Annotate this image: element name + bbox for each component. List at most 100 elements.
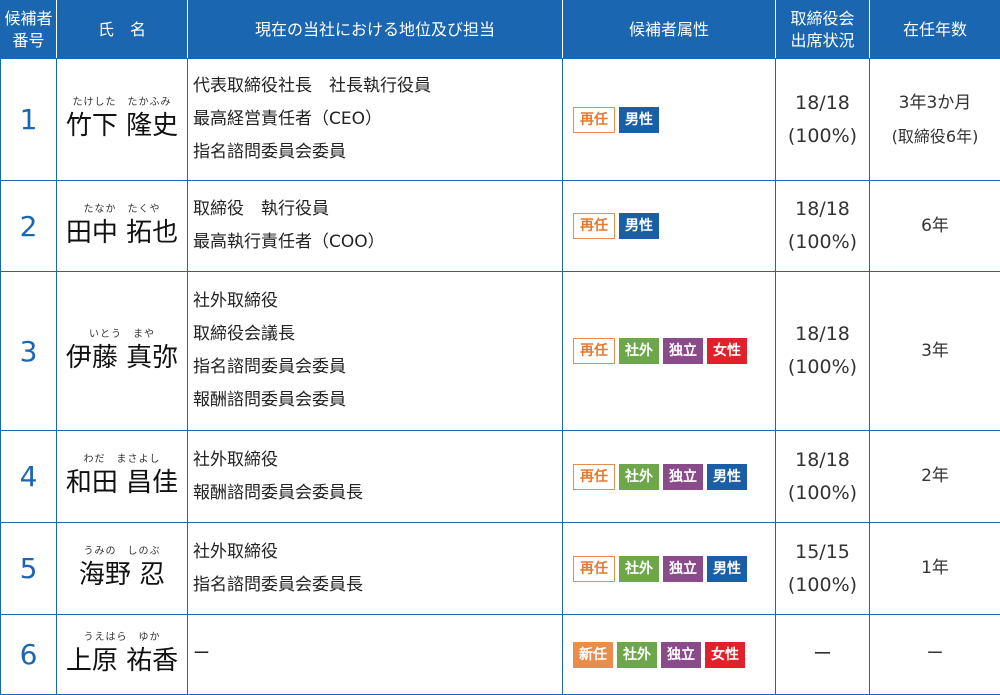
header-attendance: 取締役会 出席状況: [775, 0, 870, 59]
tenure-cell: 6年: [869, 180, 1000, 272]
tag-re: 再任: [573, 555, 615, 582]
tag-out: 社外: [617, 641, 657, 668]
position-cell: 取締役 執行役員最高執行責任者（COO）: [187, 180, 563, 272]
candidate-name: 上原 祐香: [65, 646, 179, 676]
tenure-value: 3年3か月: [898, 92, 972, 113]
position-line: 最高執行責任者（COO）: [193, 232, 385, 252]
candidate-name: 竹下 隆史: [65, 111, 179, 141]
candidate-number: 3: [0, 271, 57, 431]
tag-m: 男性: [619, 213, 659, 239]
position-line: 指名諮問委員会委員: [193, 142, 346, 162]
tenure-cell: 1年: [869, 522, 1000, 615]
tag-m: 男性: [707, 463, 747, 490]
tenure-cell: ー: [869, 614, 1000, 695]
tag-re: 再任: [573, 213, 615, 239]
position-cell: 社外取締役報酬諮問委員会委員長: [187, 430, 563, 523]
attendance-percent: (100%): [787, 573, 858, 596]
name-ruby: うえはら ゆか: [83, 632, 161, 643]
position-line: 社外取締役: [193, 541, 278, 562]
candidate-name: 田中 拓也: [65, 217, 179, 248]
header-name: 氏 名: [56, 0, 188, 59]
position-cell: 社外取締役指名諮問委員会委員長: [187, 522, 563, 615]
attendance-cell: ー: [775, 614, 870, 695]
table-row: 3 いとう まや 伊藤 真弥 社外取締役 取締役会議長 指名諮問委員会委員 報酬諮問委員会委…: [0, 271, 1000, 431]
position-line: 取締役会議長: [193, 324, 295, 344]
tenure-value: 1年: [921, 558, 949, 578]
attendance-count: 15/15: [795, 540, 850, 563]
candidate-number: 2: [0, 180, 57, 272]
attendance-count: 18/18: [795, 198, 850, 220]
name-ruby: わだ まさよし: [83, 454, 161, 465]
candidate-name: 海野 忍: [78, 560, 166, 590]
candidate-number: 5: [0, 522, 57, 615]
header-tenure: 在任年数: [869, 0, 1000, 59]
header-candidate-no: 候補者 番号: [0, 0, 57, 59]
candidate-name-cell: たなか たくや田中 拓也: [56, 180, 188, 272]
name-ruby: いとう まや: [89, 328, 155, 340]
tenure-value: 2年: [921, 466, 949, 486]
attendance-percent: (100%): [787, 124, 858, 147]
tag-m: 男性: [707, 555, 747, 582]
tag-re: 再任: [573, 338, 615, 364]
name-ruby: うみの しのぶ: [83, 546, 161, 557]
position-line: 報酬諮問委員会委員長: [193, 482, 363, 503]
table-row: 5 うみの しのぶ 海野 忍社外取締役 指名諮問委員会委員長 再任 社外 独立 男性 15/15…: [0, 522, 1000, 615]
position-line: 報酬諮問委員会委員: [193, 390, 346, 410]
tenure-director-years: (取締役6年): [891, 126, 979, 146]
attendance-cell: 18/18 (100%): [775, 180, 870, 272]
attributes-cell: 再任 社外 独立 男性: [562, 430, 776, 523]
attendance-cell: 18/18 (100%): [775, 271, 870, 431]
candidate-name-cell: うえはら ゆか上原 祐香: [56, 614, 188, 695]
position-cell: 代表取締役社長 社長執行役員 最高経営責任者（CEO） 指名諮問委員会委員: [187, 58, 563, 181]
position-line: ー: [193, 644, 210, 664]
position-cell: ー: [187, 614, 563, 695]
attendance-count: ー: [812, 643, 832, 665]
header-position: 現在の当社における地位及び担当: [187, 0, 563, 59]
attendance-count: 18/18: [795, 448, 850, 471]
header-row: 候補者 番号 氏 名 現在の当社における地位及び担当 候補者属性 取締役会 出席…: [0, 0, 1000, 59]
attributes-cell: 再任 社外 独立 男性: [562, 522, 776, 615]
position-line: 最高経営責任者（CEO）: [193, 109, 382, 129]
table-row: 1 たけした たかふみ 竹下 隆史 代表取締役社長 社長執行役員 最高経営責任者（CEO…: [0, 58, 1000, 181]
attributes-cell: 再任 社外 独立 女性: [562, 271, 776, 431]
candidate-name: 和田 昌佳: [65, 468, 179, 498]
tag-f: 女性: [705, 641, 745, 668]
tag-out: 社外: [619, 338, 659, 364]
position-line: 社外取締役: [193, 449, 278, 470]
candidate-name: 伊藤 真弥: [65, 342, 179, 373]
tenure-value: 6年: [921, 215, 949, 236]
candidate-number: 4: [0, 430, 57, 523]
table-row: 2 たなか たくや 田中 拓也 取締役 執行役員 最高執行責任者（COO） 再任 男性 18/…: [0, 180, 1000, 272]
tag-f: 女性: [707, 338, 747, 364]
header-attributes: 候補者属性: [562, 0, 776, 59]
candidate-name-cell: うみの しのぶ海野 忍: [56, 522, 188, 615]
tag-out: 社外: [619, 463, 659, 490]
tenure-cell: 3年: [869, 271, 1000, 431]
attributes-cell: 再任 男性: [562, 180, 776, 272]
candidate-name-cell: いとう まや伊藤 真弥: [56, 271, 188, 431]
attendance-cell: 18/18 (100%): [775, 58, 870, 181]
tag-new: 新任: [573, 641, 613, 668]
position-line: 代表取締役社長 社長執行役員: [193, 76, 431, 96]
attendance-count: 18/18: [795, 91, 850, 114]
tag-ind: 独立: [663, 555, 703, 582]
tag-ind: 独立: [663, 463, 703, 490]
attendance-percent: (100%): [787, 231, 858, 253]
name-ruby: たなか たくや: [83, 203, 161, 215]
tenure-cell: 2年: [869, 430, 1000, 523]
table-row: 4 わだ まさよし 和田 昌佳 社外取締役 報酬諮問委員会委員長 再任 社外 独立 男性 18/1…: [0, 430, 1000, 523]
candidate-number: 6: [0, 614, 57, 695]
candidate-name-cell: たけした たかふみ竹下 隆史: [56, 58, 188, 181]
position-line: 取締役 執行役員: [193, 199, 329, 219]
name-ruby: たけした たかふみ: [72, 97, 172, 108]
tag-re: 再任: [573, 106, 615, 133]
tag-ind: 独立: [663, 338, 703, 364]
tenure-cell: 3年3か月 (取締役6年): [869, 58, 1000, 181]
position-line: 社外取締役: [193, 291, 278, 311]
candidate-number: 1: [0, 58, 57, 181]
tag-ind: 独立: [661, 641, 701, 668]
tenure-value: ー: [926, 644, 944, 664]
tenure-value: 3年: [921, 340, 949, 361]
position-line: 指名諮問委員会委員長: [193, 574, 363, 595]
